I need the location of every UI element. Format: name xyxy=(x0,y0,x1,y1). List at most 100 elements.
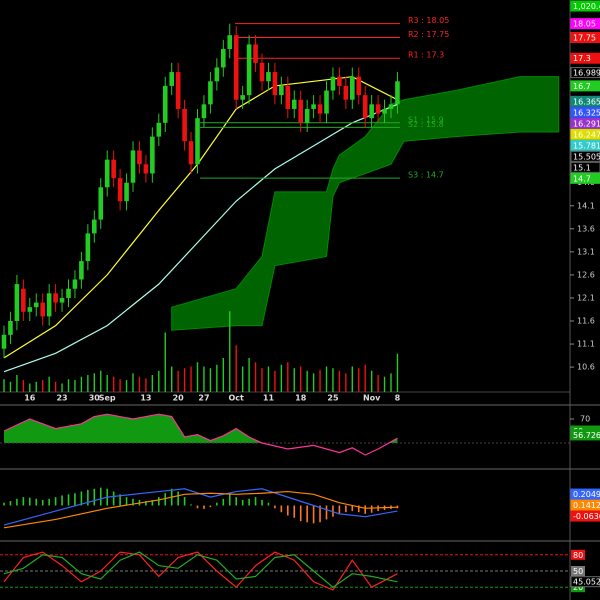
volume-bar xyxy=(345,373,347,392)
y-tick-label: 11.6 xyxy=(577,317,595,326)
candle-body xyxy=(291,99,297,109)
price-tag-label: 15.1 xyxy=(573,163,591,172)
price-tag-box xyxy=(570,488,600,500)
price-tag-label: 15.505 xyxy=(573,152,600,161)
volume-bar xyxy=(312,373,315,392)
candle-body xyxy=(201,104,207,119)
volume-bar xyxy=(351,366,353,392)
histogram-bar xyxy=(235,497,237,506)
histogram-bar xyxy=(338,505,341,514)
histogram-bar xyxy=(54,497,57,506)
histogram-bar xyxy=(261,499,263,506)
histogram-bar xyxy=(222,498,225,506)
y-tick-label: 20 xyxy=(573,583,583,592)
volume-bar xyxy=(138,376,141,392)
candle-body xyxy=(175,72,181,109)
histogram-bar xyxy=(119,494,121,506)
price-tag-label: 18.05 xyxy=(573,20,596,29)
x-tick-label: 23 xyxy=(56,394,67,403)
histogram-bar xyxy=(132,498,134,506)
candle-body xyxy=(227,35,233,50)
volume-bar xyxy=(54,381,57,392)
volume-bar xyxy=(183,368,186,392)
volume-bar xyxy=(280,364,283,392)
volume-bar xyxy=(364,364,366,392)
candle-body xyxy=(233,35,239,100)
candle-body xyxy=(362,95,368,119)
signal-line xyxy=(3,490,398,529)
price-tag-box xyxy=(570,128,600,140)
price-tag-label: 16.7 xyxy=(573,82,591,91)
price-tag-box xyxy=(570,161,600,173)
histogram-bar xyxy=(306,505,308,523)
x-tick-label: 25 xyxy=(327,394,339,403)
candle-body xyxy=(279,85,284,96)
histogram-bar xyxy=(93,488,96,506)
candle-body xyxy=(350,76,355,100)
volume-bar xyxy=(29,383,31,392)
price-tag-box xyxy=(570,499,600,511)
candle-body xyxy=(33,302,39,308)
candle-body xyxy=(375,104,381,114)
volume-bar xyxy=(119,379,121,392)
candle-body xyxy=(388,104,394,109)
histogram-bar xyxy=(248,498,250,506)
candle-body xyxy=(395,81,400,105)
histogram-bar xyxy=(16,498,18,506)
candle-body xyxy=(337,76,342,86)
price-tag-box xyxy=(570,150,600,162)
candle-body xyxy=(104,159,110,188)
candle-body xyxy=(79,261,84,280)
volume-bar xyxy=(203,366,205,392)
price-tag-box xyxy=(570,117,600,129)
volume-bar xyxy=(325,366,328,392)
x-tick-label: 30 xyxy=(89,394,101,403)
price-tag-box xyxy=(570,139,600,151)
histogram-bar xyxy=(345,505,347,513)
y-tick-label: 12.1 xyxy=(577,293,595,302)
candle-body xyxy=(8,321,13,335)
histogram-bar xyxy=(312,505,315,524)
volume-bar xyxy=(293,368,295,392)
volume-bar xyxy=(171,366,173,392)
y-tick-label: 12.6 xyxy=(577,270,595,279)
candle-body xyxy=(117,178,123,202)
candle-body xyxy=(85,233,91,262)
histogram-bar xyxy=(216,502,218,506)
level-box xyxy=(571,582,585,593)
candle-body xyxy=(27,307,33,312)
volume-bar xyxy=(390,373,392,392)
y-tick-label: 50 xyxy=(573,567,583,576)
candle-body xyxy=(266,72,271,82)
volume-bar xyxy=(358,368,360,392)
y-tick-label: 13.6 xyxy=(577,224,595,233)
volume-bar xyxy=(61,383,63,392)
candle-body xyxy=(130,150,136,183)
pivot-label: S3 : 14.7 xyxy=(408,171,444,180)
volume-bar xyxy=(370,370,373,392)
y-tick-label: 70 xyxy=(580,415,590,424)
volume-bar xyxy=(287,362,289,392)
volume-bar xyxy=(196,362,199,392)
candle-body xyxy=(72,279,78,289)
volume-bar xyxy=(9,381,12,392)
volume-bar xyxy=(261,368,263,392)
histogram-bar xyxy=(29,497,31,506)
histogram-bar xyxy=(280,505,283,513)
volume-bar xyxy=(241,366,244,392)
x-tick-label: 18 xyxy=(295,394,307,403)
candle-body xyxy=(53,293,58,303)
histogram-bar xyxy=(87,489,89,506)
histogram-bar xyxy=(9,501,12,506)
price-tag-label: 0.1412 xyxy=(573,501,600,510)
histogram-bar xyxy=(228,494,231,506)
volume-bar xyxy=(48,376,50,392)
y-tick-label: 10.6 xyxy=(577,363,595,372)
candle-body xyxy=(311,104,316,109)
candle-body xyxy=(317,104,323,114)
histogram-bar xyxy=(158,497,160,506)
price-tag-label: 16.989 xyxy=(573,69,600,78)
histogram-bar xyxy=(99,487,102,506)
volume-bar xyxy=(332,368,334,392)
